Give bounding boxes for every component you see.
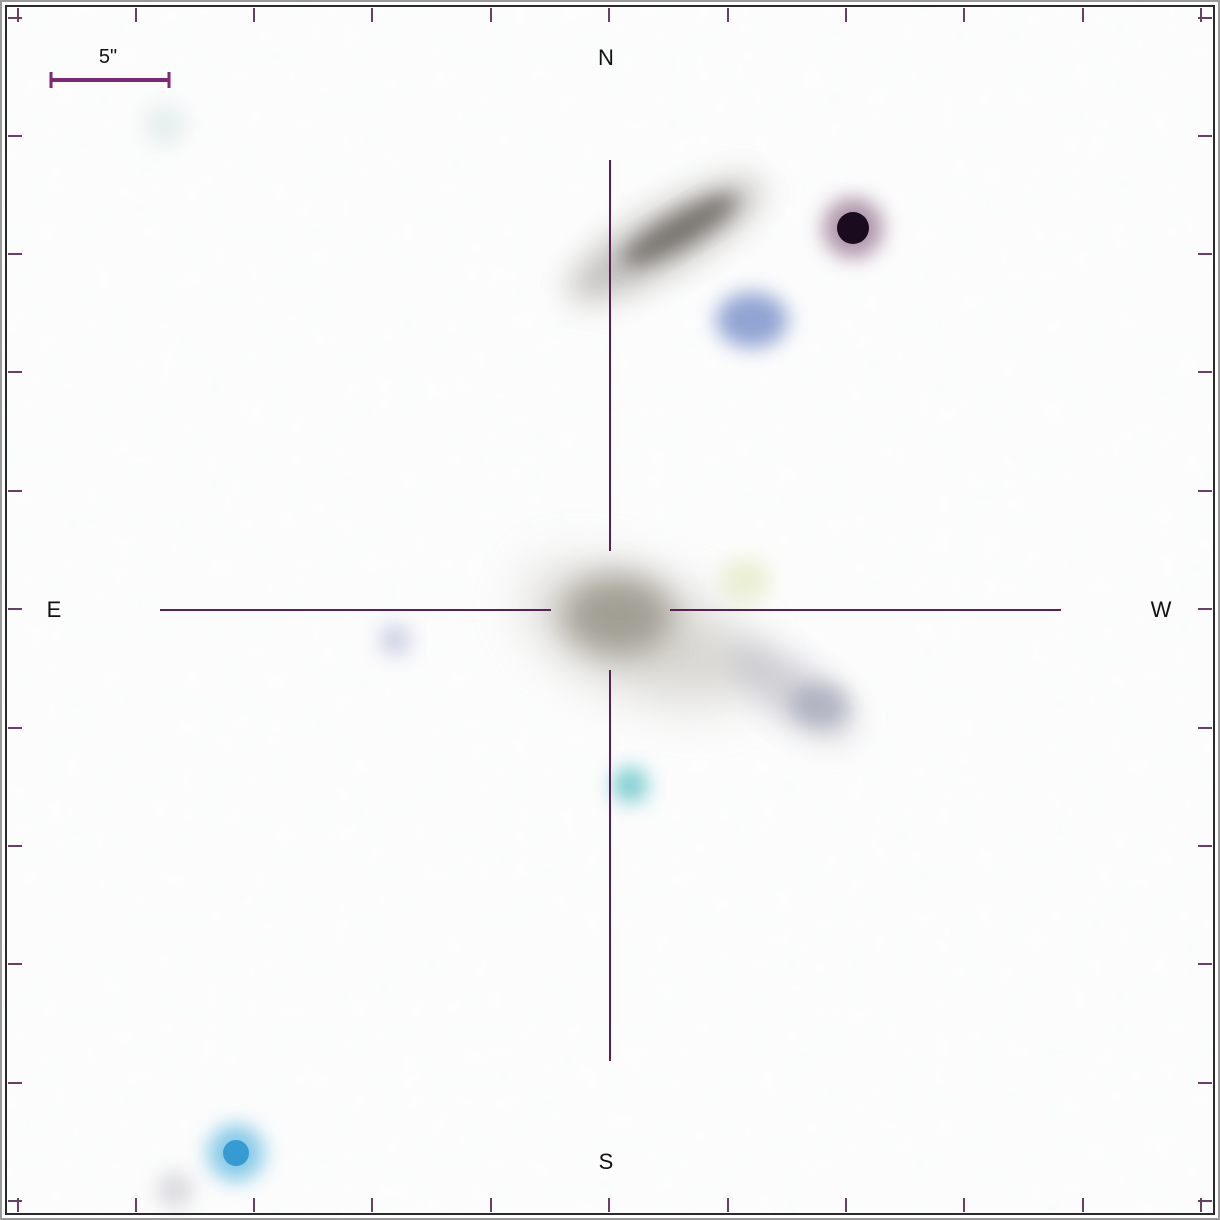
scale-bar-label: 5" [99,46,117,68]
frame-ticks [8,8,1212,1212]
blue-star-core [223,1140,249,1166]
cyan-source [612,767,648,803]
bright-star-core [837,212,869,244]
compass-east-label: E [47,597,62,622]
blue-source [716,292,788,348]
compass-south-label: S [599,1149,614,1174]
crosshair [160,160,1061,1061]
faint-source-nw [143,103,187,147]
target-galaxy-knot [790,683,850,727]
yellow-green-patch [720,558,770,602]
faint-source-east [379,624,411,656]
compass-west-label: W [1151,597,1172,622]
sources [143,103,883,1208]
frame-inner-border [5,5,1215,1215]
scale-bar [49,72,171,88]
target-galaxy-core [563,575,673,655]
compass-north-label: N [598,45,614,70]
edge-on-galaxy-core [623,194,737,266]
faint-source-sw [157,1172,193,1208]
